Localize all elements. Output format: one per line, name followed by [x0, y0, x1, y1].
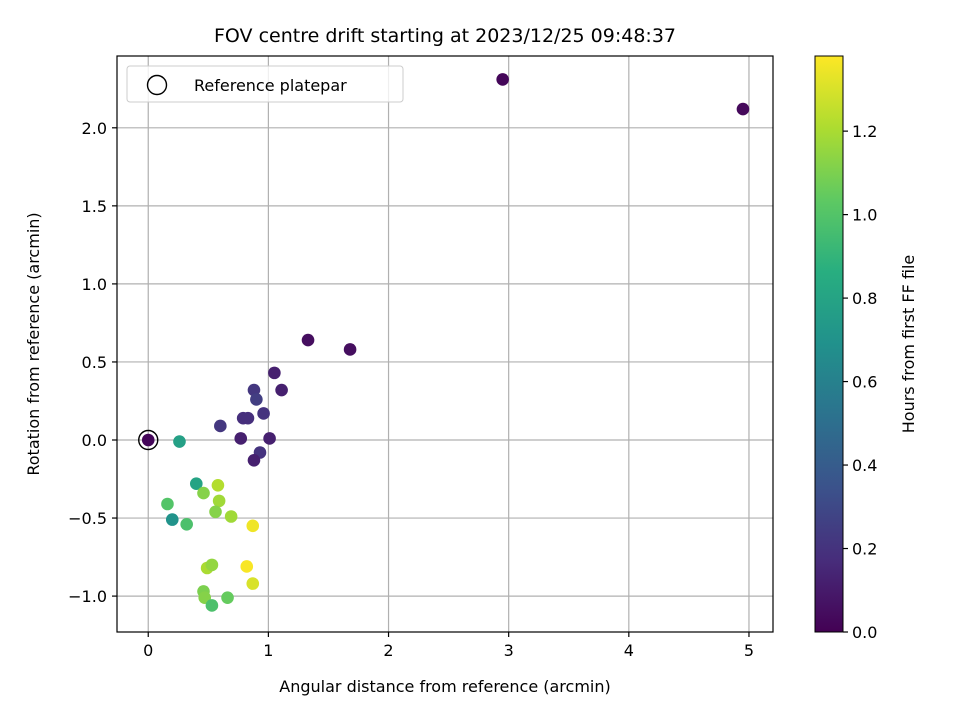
scatter-point [246, 519, 260, 533]
plot-area-frame [116, 55, 774, 633]
scatter-point [209, 505, 222, 519]
data-points [138, 73, 750, 612]
x-tick-label: 5 [744, 641, 754, 660]
colorbar-ticks: 0.0 0.2 0.4 0.6 0.8 1.0 1.2 [843, 122, 877, 642]
scatter-point [180, 517, 193, 531]
x-axis-ticks: 0 1 2 3 4 5 [143, 632, 754, 660]
y-axis-ticks: −1.0 −0.5 0.0 0.5 1.0 1.5 2.0 [68, 119, 117, 606]
scatter-point [343, 343, 357, 356]
colorbar-tick-label: 0.6 [852, 373, 877, 392]
scatter-point [268, 366, 281, 380]
y-tick-label: −0.5 [68, 509, 107, 528]
x-tick-label: 4 [624, 641, 634, 660]
reference-marker [138, 429, 159, 451]
scatter-point [141, 433, 155, 447]
scatter-point [197, 486, 210, 500]
x-tick-label: 1 [263, 641, 273, 660]
scatter-point [234, 432, 248, 445]
scatter-point [211, 478, 225, 492]
x-tick-label: 0 [143, 641, 153, 660]
scatter-point [205, 599, 219, 612]
colorbar-label: Hours from first FF file [899, 255, 918, 434]
legend: Reference platepar [126, 65, 404, 103]
colorbar: 0.0 0.2 0.4 0.6 0.8 1.0 1.2 Hours from first F… [814, 55, 918, 642]
scatter-point [240, 560, 254, 573]
scatter-point [263, 432, 276, 445]
colorbar-gradient [814, 55, 844, 633]
scatter-point [161, 497, 174, 511]
scatter-point [241, 411, 255, 425]
scatter-point [301, 333, 315, 347]
scatter-point [212, 494, 226, 508]
colorbar-tick-label: 0.2 [852, 540, 877, 559]
scatter-point [165, 513, 179, 526]
scatter-point [221, 591, 234, 604]
y-tick-label: 0.0 [82, 431, 107, 450]
y-tick-label: 0.5 [82, 353, 107, 372]
y-axis-label: Rotation from reference (arcmin) [24, 212, 43, 475]
scatter-point [246, 577, 260, 590]
scatter-point [257, 407, 270, 420]
chart-title: FOV centre drift starting at 2023/12/25 … [214, 25, 676, 47]
scatter-point [173, 435, 186, 448]
legend-entry-reference: Reference platepar [194, 76, 347, 95]
scatter-point [205, 558, 219, 572]
colorbar-tick-label: 0.0 [852, 623, 877, 642]
y-tick-label: 1.0 [82, 275, 107, 294]
y-tick-label: 1.5 [82, 197, 107, 216]
scatter-point [189, 477, 203, 491]
grid [117, 56, 773, 632]
y-tick-label: 2.0 [82, 119, 107, 138]
scatter-point [247, 453, 261, 467]
scatter-point [250, 393, 263, 406]
colorbar-tick-label: 0.8 [852, 289, 877, 308]
colorbar-tick-label: 1.2 [852, 122, 877, 141]
scatter-point [736, 102, 750, 116]
scatter-point [214, 419, 227, 433]
colorbar-tick-label: 0.4 [852, 456, 877, 475]
x-axis-label: Angular distance from reference (arcmin) [279, 677, 610, 696]
legend-box [126, 65, 404, 103]
colorbar-tick-label: 1.0 [852, 206, 877, 225]
x-tick-label: 2 [383, 641, 393, 660]
y-tick-label: −1.0 [68, 587, 107, 606]
x-tick-label: 3 [504, 641, 514, 660]
scatter-point [496, 73, 509, 86]
scatter-point [224, 510, 238, 523]
legend-reference-marker [146, 74, 168, 96]
scatter-point [275, 383, 288, 397]
